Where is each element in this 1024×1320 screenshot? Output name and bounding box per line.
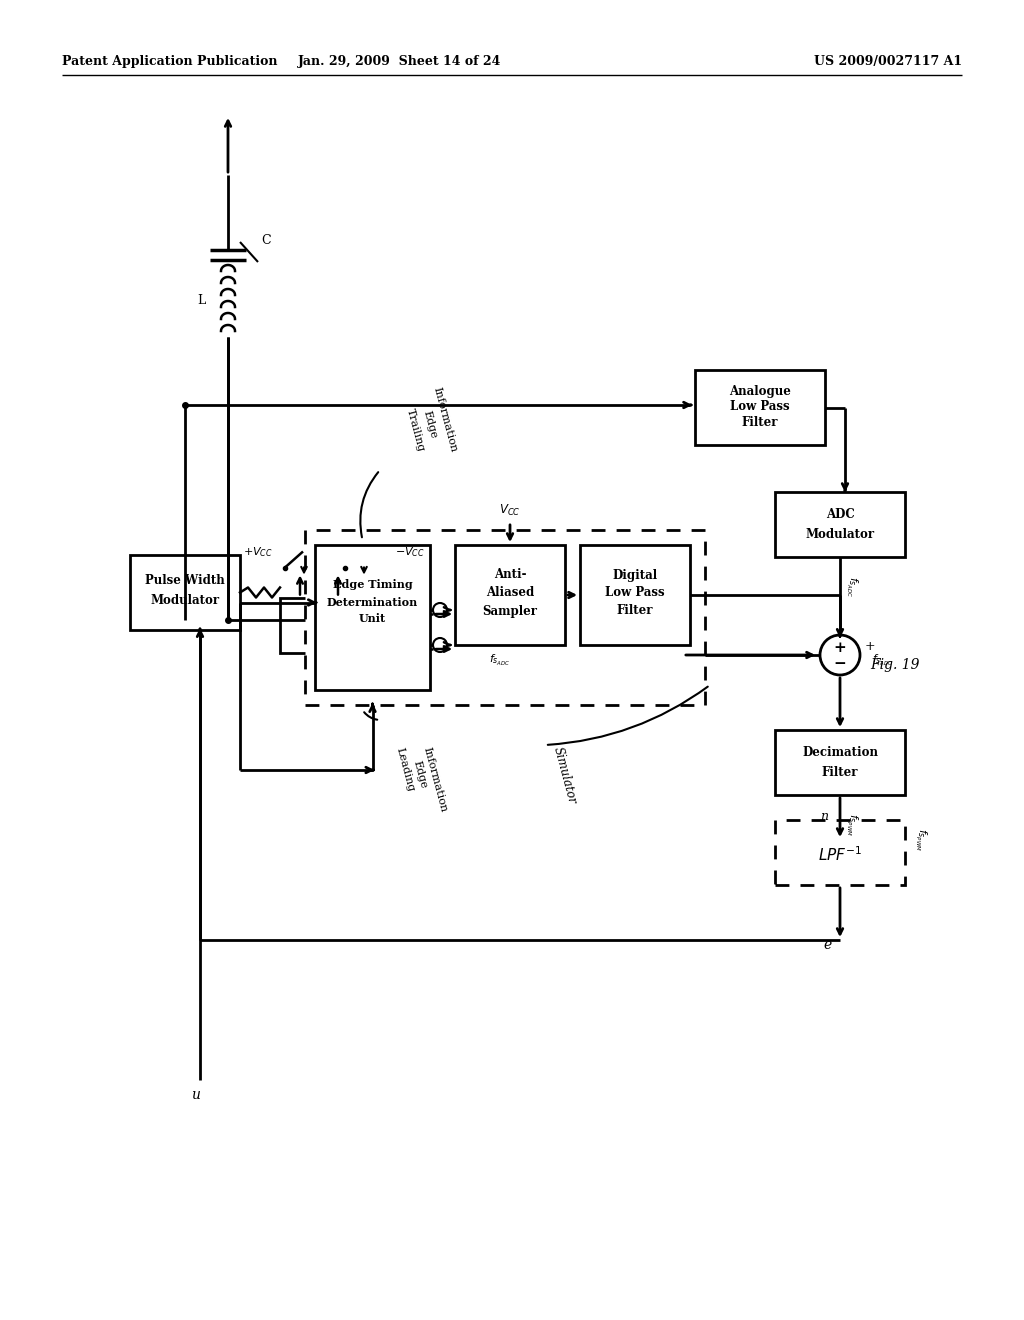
- Text: Edge: Edge: [412, 760, 428, 791]
- Text: Decimation: Decimation: [802, 747, 878, 759]
- Text: Trailing: Trailing: [404, 408, 426, 453]
- Text: $f_{s_{PWM}}$: $f_{s_{PWM}}$: [845, 813, 859, 837]
- Text: C: C: [261, 234, 270, 247]
- Text: $f_{s_{ADC}}$: $f_{s_{ADC}}$: [489, 652, 511, 668]
- Text: Unit: Unit: [359, 614, 386, 624]
- Text: Filter: Filter: [741, 416, 778, 429]
- Bar: [280, 598, 360, 652]
- Text: Jan. 29, 2009  Sheet 14 of 24: Jan. 29, 2009 Sheet 14 of 24: [298, 55, 502, 69]
- Text: $LPF^{-1}$: $LPF^{-1}$: [818, 846, 862, 865]
- Text: Fig. 19: Fig. 19: [870, 657, 920, 672]
- Text: ADC: ADC: [825, 508, 854, 521]
- Text: Edge: Edge: [422, 411, 438, 440]
- Text: Low Pass: Low Pass: [730, 400, 790, 413]
- Text: Modulator: Modulator: [806, 528, 874, 540]
- Text: Filter: Filter: [616, 605, 653, 618]
- Text: Anti-: Anti-: [494, 569, 526, 582]
- Text: Determination: Determination: [327, 597, 418, 607]
- Bar: [455, 545, 565, 645]
- Text: −: −: [834, 657, 847, 671]
- Text: +: +: [834, 642, 847, 655]
- Text: $f_{s_{ADC}}$: $f_{s_{ADC}}$: [845, 577, 859, 598]
- Text: u: u: [190, 1088, 200, 1102]
- Text: Information: Information: [431, 387, 459, 454]
- Text: $+V_{CC}$: $+V_{CC}$: [244, 545, 273, 560]
- Text: Filter: Filter: [821, 766, 858, 779]
- Text: n: n: [820, 810, 828, 824]
- Bar: [315, 545, 430, 690]
- Text: Pulse Width: Pulse Width: [145, 573, 225, 586]
- Text: Modulator: Modulator: [151, 594, 219, 606]
- Text: $V_{CC}$: $V_{CC}$: [500, 503, 521, 517]
- Text: L: L: [198, 293, 206, 306]
- Bar: [775, 820, 905, 884]
- Text: $f_{s_{ADC}}$: $f_{s_{ADC}}$: [872, 652, 894, 668]
- Bar: [775, 730, 905, 795]
- Bar: [695, 370, 825, 445]
- Bar: [130, 554, 240, 630]
- Text: Simulator: Simulator: [551, 744, 579, 805]
- Text: +: +: [865, 640, 876, 653]
- Text: Leading: Leading: [394, 747, 416, 793]
- Text: Patent Application Publication: Patent Application Publication: [62, 55, 278, 69]
- Text: Information: Information: [422, 746, 449, 813]
- Text: Edge Timing: Edge Timing: [333, 579, 413, 590]
- Text: e: e: [824, 939, 833, 952]
- Text: Low Pass: Low Pass: [605, 586, 665, 599]
- Text: $f_{s_{PWM}}$: $f_{s_{PWM}}$: [913, 829, 928, 851]
- Text: $-V_{CC}$: $-V_{CC}$: [395, 545, 425, 560]
- Text: Sampler: Sampler: [482, 605, 538, 618]
- Bar: [775, 492, 905, 557]
- Text: US 2009/0027117 A1: US 2009/0027117 A1: [814, 55, 962, 69]
- Bar: [580, 545, 690, 645]
- Text: Analogue: Analogue: [729, 385, 791, 399]
- Bar: [305, 531, 705, 705]
- Text: Aliased: Aliased: [485, 586, 535, 599]
- Text: Digital: Digital: [612, 569, 657, 582]
